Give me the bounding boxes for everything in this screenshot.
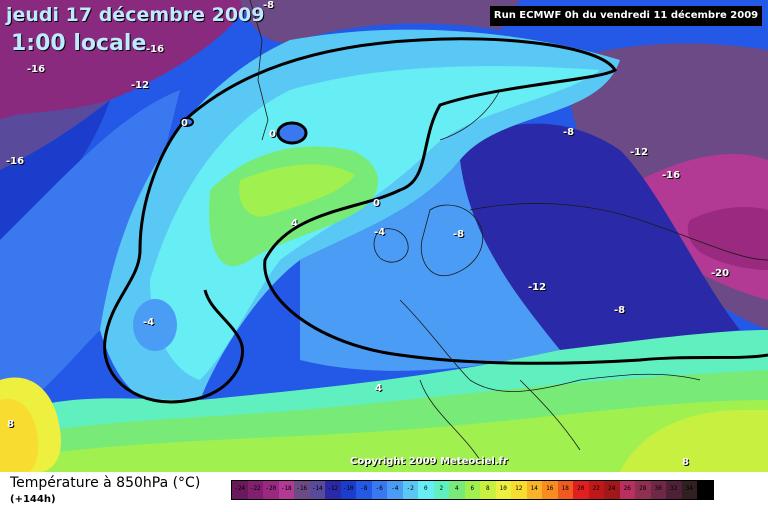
isotherm-label: -12 bbox=[528, 282, 547, 293]
scale-value-label: -14 bbox=[311, 485, 323, 492]
isotherm-label: 4 bbox=[375, 383, 382, 394]
isotherm-label: -16 bbox=[6, 156, 25, 167]
scale-swatch: 18 bbox=[557, 481, 573, 499]
forecast-date-title: jeudi 17 décembre 2009 bbox=[6, 4, 265, 26]
isotherm-label: -8 bbox=[453, 229, 465, 240]
scale-value-label: 14 bbox=[530, 485, 538, 492]
isotherm-label: -12 bbox=[131, 80, 150, 91]
scale-swatch: 24 bbox=[604, 481, 620, 499]
scale-swatch: 10 bbox=[495, 481, 511, 499]
scale-value-label: 30 bbox=[654, 485, 662, 492]
scale-swatch: 0 bbox=[418, 481, 434, 499]
scale-value-label: 20 bbox=[577, 485, 585, 492]
scale-swatch: 36 bbox=[697, 481, 713, 499]
isotherm-label: -8 bbox=[563, 127, 575, 138]
isotherm-label: -20 bbox=[711, 268, 730, 279]
isotherm-label: -16 bbox=[27, 64, 46, 75]
scale-value-label: 12 bbox=[515, 485, 523, 492]
color-scale: -24 -22 -20 -18 -16 -14 -12 -10 -8 -6 -4 -2 0 2 4 6 8 10 1… bbox=[231, 480, 714, 500]
temperature-field bbox=[0, 0, 768, 472]
legend: Température à 850hPa (°C) (+144h) -24 -22… bbox=[0, 472, 768, 512]
scale-value-label: 26 bbox=[623, 485, 631, 492]
scale-swatch: -8 bbox=[356, 481, 372, 499]
isotherm-label: -12 bbox=[630, 147, 649, 158]
scale-value-label: 4 bbox=[454, 485, 459, 492]
scale-swatch: 16 bbox=[542, 481, 558, 499]
scale-value-label: -12 bbox=[327, 485, 339, 492]
scale-value-label: -8 bbox=[360, 485, 368, 492]
isotherm-label: -8 bbox=[263, 0, 275, 11]
scale-swatch: 12 bbox=[511, 481, 527, 499]
isotherm-label: -16 bbox=[146, 44, 165, 55]
scale-swatch: 22 bbox=[588, 481, 604, 499]
scale-swatch: -14 bbox=[309, 481, 325, 499]
scale-value-label: 32 bbox=[670, 485, 678, 492]
scale-swatch: 20 bbox=[573, 481, 589, 499]
scale-value-label: -4 bbox=[391, 485, 399, 492]
scale-value-label: 10 bbox=[499, 485, 507, 492]
isotherm-label: 0 bbox=[373, 198, 380, 209]
scale-swatch: -16 bbox=[294, 481, 310, 499]
scale-value-label: 8 bbox=[485, 485, 490, 492]
isotherm-label: -8 bbox=[614, 305, 626, 316]
scale-value-label: 28 bbox=[639, 485, 647, 492]
isotherm-label: 8 bbox=[7, 419, 14, 430]
legend-title: Température à 850hPa (°C) bbox=[10, 475, 201, 491]
scale-value-label: -20 bbox=[265, 485, 277, 492]
isotherm-label: 0 bbox=[269, 129, 276, 140]
isotherm-label: -16 bbox=[662, 170, 681, 181]
forecast-time-title: 1:00 locale bbox=[11, 31, 147, 56]
scale-swatch: 2 bbox=[433, 481, 449, 499]
scale-value-label: -24 bbox=[234, 485, 246, 492]
scale-value-label: 24 bbox=[608, 485, 616, 492]
scale-value-label: 18 bbox=[561, 485, 569, 492]
model-run-banner: Run ECMWF 0h du vendredi 11 décembre 200… bbox=[490, 6, 762, 26]
scale-swatch: 4 bbox=[449, 481, 465, 499]
scale-swatch: -24 bbox=[232, 481, 248, 499]
scale-value-label: -6 bbox=[375, 485, 383, 492]
scale-value-label: 0 bbox=[423, 485, 428, 492]
scale-value-label: -10 bbox=[342, 485, 354, 492]
scale-value-label: 16 bbox=[546, 485, 554, 492]
scale-swatch: -4 bbox=[387, 481, 403, 499]
scale-swatch: -18 bbox=[278, 481, 294, 499]
isotherm-label: 0 bbox=[181, 118, 188, 129]
scale-value-label: -2 bbox=[406, 485, 414, 492]
scale-swatch: 8 bbox=[480, 481, 496, 499]
scale-swatch: 28 bbox=[635, 481, 651, 499]
isotherm-label: -4 bbox=[374, 227, 386, 238]
scale-swatch: 34 bbox=[681, 481, 697, 499]
isotherm-label: 4 bbox=[291, 218, 298, 229]
scale-swatch: -6 bbox=[371, 481, 387, 499]
scale-value-label: 6 bbox=[470, 485, 475, 492]
forecast-lead-time: (+144h) bbox=[10, 494, 56, 505]
scale-swatch: -22 bbox=[247, 481, 263, 499]
scale-value-label: 36 bbox=[701, 485, 709, 492]
scale-value-label: -16 bbox=[296, 485, 308, 492]
scale-value-label: 22 bbox=[592, 485, 600, 492]
copyright-notice: Copyright 2009 Meteociel.fr bbox=[350, 456, 508, 467]
scale-swatch: -2 bbox=[402, 481, 418, 499]
scale-swatch: 26 bbox=[619, 481, 635, 499]
scale-swatch: 32 bbox=[666, 481, 682, 499]
scale-swatch: -10 bbox=[340, 481, 356, 499]
scale-value-label: -22 bbox=[249, 485, 261, 492]
scale-swatch: -20 bbox=[263, 481, 279, 499]
isotherm-label: -4 bbox=[143, 317, 155, 328]
scale-value-label: 2 bbox=[439, 485, 444, 492]
scale-value-label: -18 bbox=[280, 485, 292, 492]
scale-value-label: 34 bbox=[685, 485, 693, 492]
isotherm-label: 8 bbox=[682, 457, 689, 468]
scale-swatch: 30 bbox=[650, 481, 666, 499]
scale-swatch: 14 bbox=[526, 481, 542, 499]
scale-swatch: -12 bbox=[325, 481, 341, 499]
scale-swatch: 6 bbox=[464, 481, 480, 499]
temperature-map: jeudi 17 décembre 2009 1:00 locale Run E… bbox=[0, 0, 768, 472]
